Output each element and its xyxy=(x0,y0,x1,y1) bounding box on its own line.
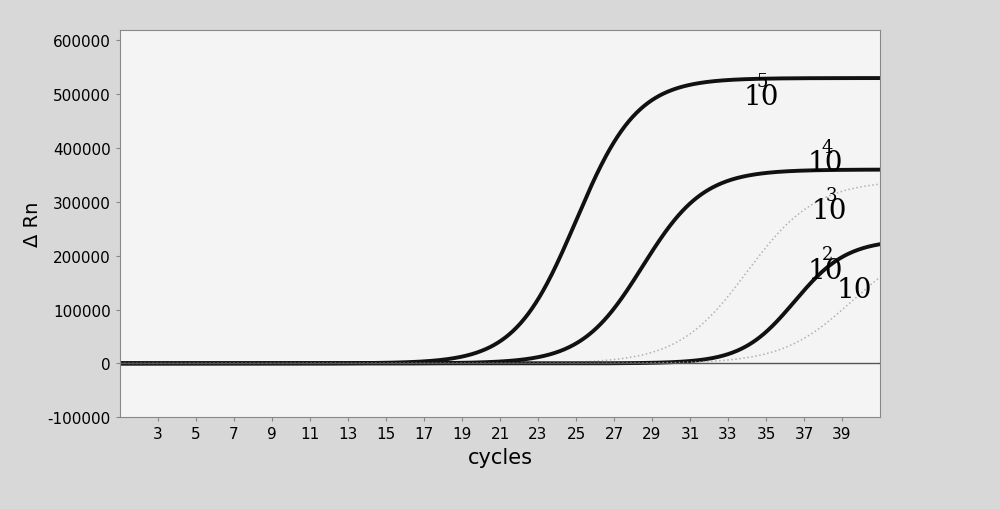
Text: 5: 5 xyxy=(757,73,768,91)
Text: 10: 10 xyxy=(836,276,872,303)
Text: 10: 10 xyxy=(812,198,847,225)
Text: 2: 2 xyxy=(821,246,833,264)
Text: 3: 3 xyxy=(825,187,837,205)
Y-axis label: Δ Rn: Δ Rn xyxy=(23,202,42,246)
Text: 10: 10 xyxy=(743,84,779,111)
Text: 10: 10 xyxy=(808,257,843,284)
X-axis label: cycles: cycles xyxy=(468,447,532,467)
Text: 4: 4 xyxy=(821,138,833,156)
Text: 10: 10 xyxy=(808,150,843,177)
